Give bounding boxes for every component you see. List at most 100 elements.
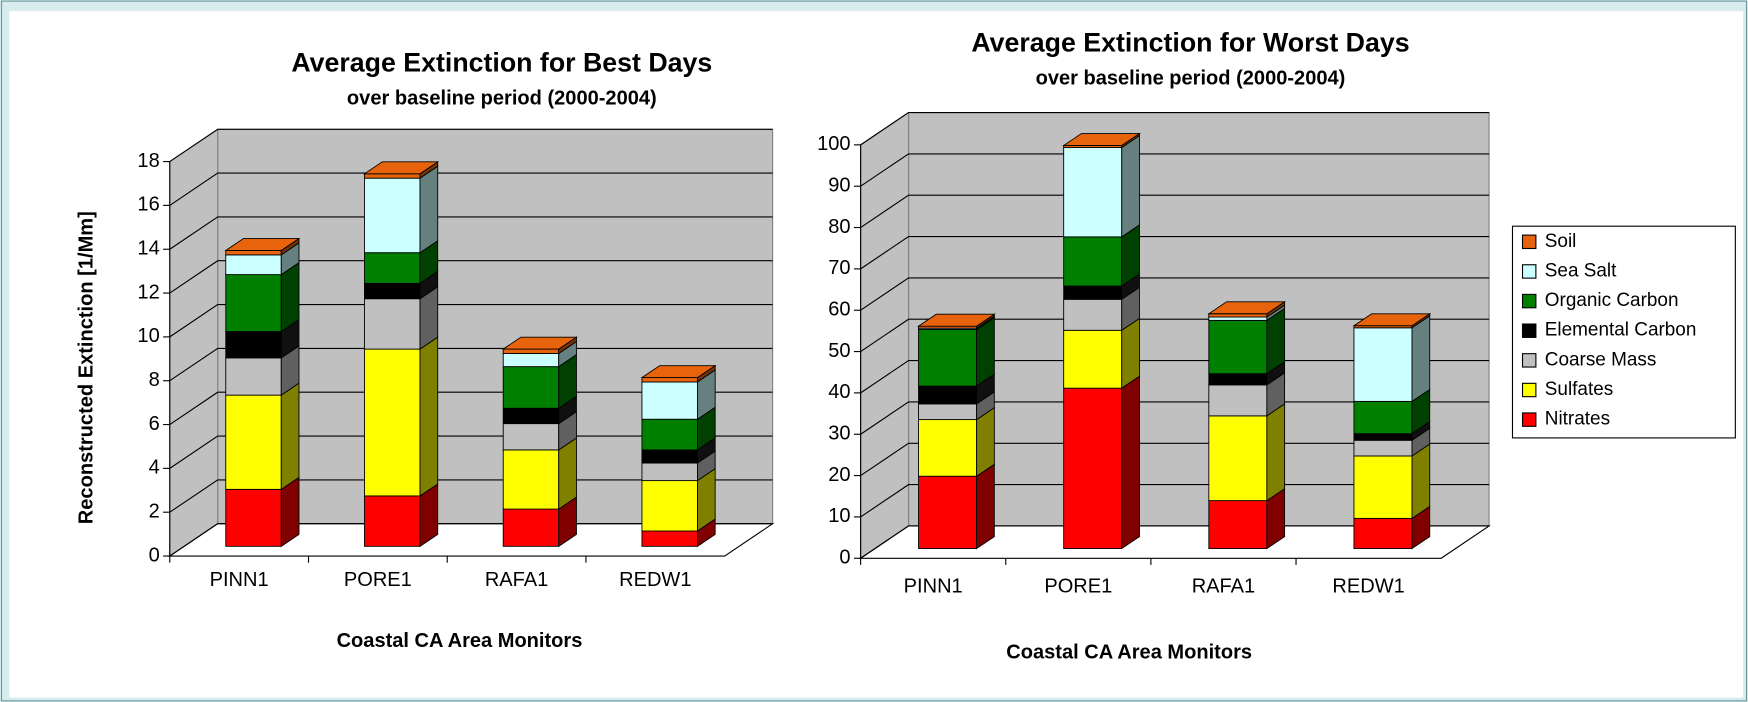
bar-segment xyxy=(1208,313,1268,318)
bar-side xyxy=(1121,375,1140,550)
bar-side xyxy=(1121,134,1140,238)
grid-line xyxy=(860,442,1490,477)
legend-swatch xyxy=(1521,323,1537,338)
y-tick-label: 18 xyxy=(137,150,159,172)
chart-subtitle: over baseline period (2000-2004) xyxy=(1036,67,1346,89)
legend-box xyxy=(1511,225,1736,439)
bar-segment xyxy=(502,407,560,425)
bar-segment xyxy=(641,449,698,464)
bar-top xyxy=(1207,301,1287,315)
bar-segment xyxy=(1353,327,1413,402)
y-tick-label: 70 xyxy=(828,257,850,279)
bar-segment xyxy=(918,475,978,550)
y-tick-label: 6 xyxy=(149,413,160,435)
grid-line xyxy=(860,484,1490,518)
bar-segment xyxy=(225,357,282,396)
legend-swatch xyxy=(1521,353,1537,368)
x-tick-label: PORE1 xyxy=(344,569,412,591)
bar-segment xyxy=(364,348,421,497)
legend-label: Sea Salt xyxy=(1545,260,1617,281)
legend-swatch xyxy=(1521,234,1537,250)
bar-segment xyxy=(1353,439,1413,457)
y-tick-label: 10 xyxy=(137,325,159,347)
bar-segment xyxy=(225,394,282,490)
bar-segment xyxy=(225,274,282,333)
y-tick-label: 16 xyxy=(137,194,159,216)
grid-line xyxy=(860,277,1490,311)
bar-segment xyxy=(918,403,978,421)
chart-subtitle: over baseline period (2000-2004) xyxy=(347,87,657,109)
chart-title: Average Extinction for Best Days xyxy=(291,48,712,78)
y-tick-label: 50 xyxy=(828,340,850,362)
bar-segment xyxy=(1063,285,1123,300)
x-tick-label: REDW1 xyxy=(1332,576,1404,598)
side-wall xyxy=(169,128,219,558)
bar-segment xyxy=(225,331,282,359)
x-axis-title: Coastal CA Area Monitors xyxy=(337,630,583,652)
bar-segment xyxy=(502,449,560,510)
bar-segment xyxy=(1208,500,1268,550)
y-tick-label: 4 xyxy=(149,457,160,479)
y-tick-label: 100 xyxy=(817,133,850,155)
bar-top xyxy=(363,161,440,175)
bar-side xyxy=(419,165,439,254)
bar-segment xyxy=(364,173,421,179)
grid-line xyxy=(169,216,773,250)
y-tick-label: 90 xyxy=(828,174,850,196)
bar-side xyxy=(1411,315,1431,403)
grid-line xyxy=(169,479,773,513)
grid-line xyxy=(169,435,773,469)
x-tick-label: PINN1 xyxy=(210,569,269,591)
y-tick-label: 30 xyxy=(828,423,850,445)
grid-line xyxy=(860,525,1490,559)
chart-title: Average Extinction for Worst Days xyxy=(971,28,1409,58)
bar-side xyxy=(280,382,300,491)
bar-segment xyxy=(225,254,282,276)
bar-top xyxy=(917,313,996,327)
x-tick-label: PINN1 xyxy=(904,576,963,598)
bar-segment xyxy=(364,495,421,547)
bar-segment xyxy=(641,530,698,547)
bar-segment xyxy=(1208,384,1268,417)
grid-line xyxy=(860,401,1490,435)
bar-segment xyxy=(1353,400,1413,435)
bar-side xyxy=(1411,443,1431,520)
legend-swatch xyxy=(1521,293,1537,309)
bar-segment xyxy=(1063,387,1123,550)
bar-side xyxy=(1266,403,1286,502)
legend-label: Coarse Mass xyxy=(1545,349,1657,370)
grid-line xyxy=(860,194,1490,228)
bar-top xyxy=(1062,133,1141,146)
bar-segment xyxy=(1208,319,1268,375)
grid-line xyxy=(169,391,773,426)
bar-side xyxy=(976,463,995,550)
x-axis-title: Coastal CA Area Monitors xyxy=(1006,641,1252,663)
bar-segment xyxy=(918,419,978,477)
grid-line xyxy=(169,260,773,294)
grid-line xyxy=(860,318,1490,353)
grid-line xyxy=(169,347,773,382)
bar-side xyxy=(419,336,439,497)
grid-line xyxy=(860,236,1490,270)
chart-left: 0 2 4 6 8 10 12 14 16 18 PINN1 PORE1 RAFA1 REDW1 Avera… xyxy=(76,48,775,652)
bar-segment xyxy=(641,381,698,420)
bar-segment xyxy=(1208,373,1268,386)
legend-swatch xyxy=(1521,382,1537,398)
grid-line xyxy=(860,111,1490,146)
bar-segment xyxy=(641,462,698,482)
x-tick-label: RAFA1 xyxy=(485,569,549,591)
y-tick-label: 12 xyxy=(137,281,159,303)
bar-top xyxy=(224,238,301,251)
bar-segment xyxy=(641,418,698,451)
bar-segment xyxy=(364,252,421,284)
bar-segment xyxy=(225,250,282,256)
y-axis-title: Reconstructed Extinction [1/Mm] xyxy=(76,211,98,524)
legend-label: Organic Carbon xyxy=(1545,290,1679,311)
bar-segment xyxy=(641,377,698,383)
legend-swatch xyxy=(1521,412,1537,427)
legend-label: Soil xyxy=(1545,231,1577,252)
bar-segment xyxy=(1353,455,1413,519)
bar-segment xyxy=(502,353,560,368)
y-tick-label: 2 xyxy=(149,500,160,522)
